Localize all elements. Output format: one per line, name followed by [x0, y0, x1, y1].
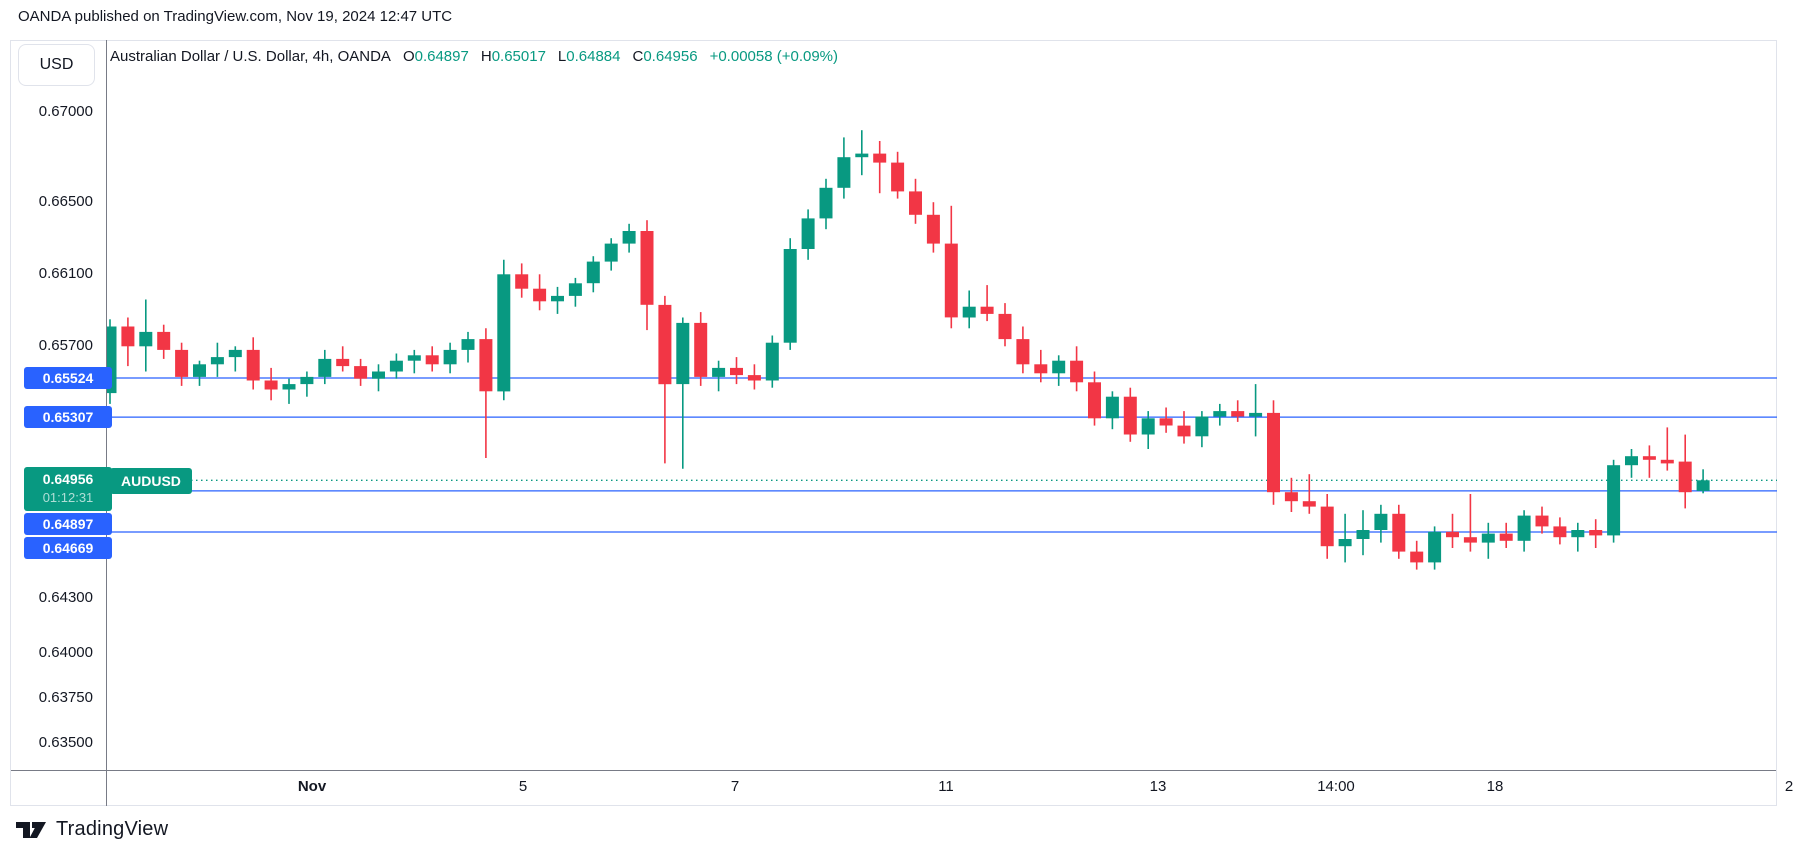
tradingview-logo[interactable]: TradingView [16, 818, 168, 841]
price-tick-label: 0.64000 [38, 644, 93, 661]
time-tick-label: 2 [1784, 778, 1793, 795]
currency-button[interactable]: USD [18, 44, 95, 86]
time-tick-label: Nov [297, 778, 327, 795]
price-tick-label: 0.67000 [38, 103, 93, 120]
current-price-value: 0.64956 [42, 471, 94, 487]
price-tick-label: 0.66100 [38, 265, 93, 282]
time-tick-label: 14:00 [1317, 778, 1355, 795]
low-label: L [557, 48, 567, 65]
symbol-label: AUDUSD [110, 468, 192, 494]
tradingview-logo-icon [16, 821, 46, 838]
chart-legend: Australian Dollar / U.S. Dollar, 4h, OAN… [110, 47, 838, 67]
low-value: 0.64884 [566, 48, 621, 65]
publish-attribution-header: OANDA published on TradingView.com, Nov … [18, 8, 453, 25]
high-value: 0.65017 [491, 48, 546, 65]
time-tick-label: 7 [730, 778, 740, 795]
price-level-badge: 0.65307 [24, 406, 112, 428]
close-value: 0.64956 [643, 48, 698, 65]
close-label: C [632, 48, 644, 65]
price-tick-label: 0.64300 [38, 589, 93, 606]
price-level-badge: 0.64669 [24, 537, 112, 559]
chart-title: Australian Dollar / U.S. Dollar, 4h, OAN… [110, 48, 391, 65]
price-level-badge: 0.64897 [24, 513, 112, 535]
change-value: +0.00058 (+0.09%) [709, 48, 839, 65]
time-tick-label: 11 [938, 778, 954, 795]
time-tick-label: 13 [1149, 778, 1167, 795]
time-tick-label: 5 [518, 778, 528, 795]
price-tick-label: 0.63500 [38, 734, 93, 751]
time-tick-label: 18 [1486, 778, 1504, 795]
price-tick-label: 0.65700 [38, 337, 93, 354]
current-price-badge: 0.64956 01:12:31 [24, 467, 112, 511]
open-label: O [402, 48, 415, 65]
chart-widget-frame [10, 40, 1777, 806]
candle-close-countdown: 01:12:31 [42, 490, 94, 505]
price-tick-label: 0.63750 [38, 689, 93, 706]
tradingview-logo-text: TradingView [56, 818, 169, 840]
high-label: H [480, 48, 492, 65]
price-tick-label: 0.66500 [38, 193, 93, 210]
open-value: 0.64897 [414, 48, 469, 65]
time-axis[interactable]: Nov 5 7 11 13 14:00 18 2 [0, 772, 1793, 804]
price-level-badge: 0.65524 [24, 367, 112, 389]
candles [106, 130, 1710, 570]
price-axis[interactable]: 0.67000 0.66500 0.66100 0.65700 0.64300 0.640… [0, 0, 93, 806]
